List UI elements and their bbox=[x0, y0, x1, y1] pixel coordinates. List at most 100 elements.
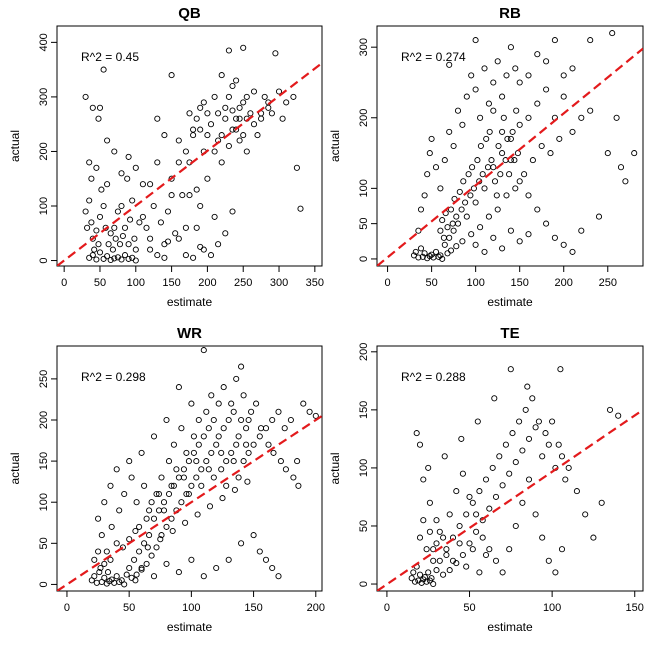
x-tick-label: 0 bbox=[384, 602, 390, 614]
data-point bbox=[231, 486, 238, 493]
data-point bbox=[582, 511, 589, 518]
data-point bbox=[198, 482, 205, 489]
data-point bbox=[101, 560, 108, 567]
data-point bbox=[228, 449, 235, 456]
data-point bbox=[211, 148, 218, 155]
data-point bbox=[489, 464, 496, 471]
data-point bbox=[148, 552, 155, 559]
data-point bbox=[499, 245, 506, 252]
data-point bbox=[220, 425, 227, 432]
x-tick-label: 100 bbox=[182, 602, 200, 614]
y-tick-label: 100 bbox=[38, 493, 50, 511]
data-point bbox=[163, 523, 170, 530]
data-point bbox=[128, 474, 135, 481]
data-point bbox=[105, 241, 112, 248]
y-axis-label: actual bbox=[328, 452, 342, 484]
data-point bbox=[154, 115, 161, 122]
data-point bbox=[213, 441, 220, 448]
data-point bbox=[250, 88, 258, 95]
data-point bbox=[104, 181, 111, 188]
data-point bbox=[507, 366, 514, 373]
data-point bbox=[420, 476, 427, 483]
data-point bbox=[233, 441, 240, 448]
data-point bbox=[129, 254, 136, 261]
data-point bbox=[456, 522, 463, 530]
y-tick-label: 200 bbox=[38, 142, 50, 160]
data-point bbox=[558, 546, 566, 553]
x-tick-label: 50 bbox=[463, 602, 475, 614]
data-point bbox=[243, 93, 250, 100]
data-point bbox=[215, 241, 222, 248]
x-tick-label: 0 bbox=[64, 602, 70, 614]
data-point bbox=[194, 511, 201, 518]
data-point bbox=[238, 416, 245, 424]
plot-frame bbox=[56, 345, 323, 592]
r-squared-annotation: R^2 = 0.298 bbox=[81, 370, 146, 384]
data-point bbox=[138, 564, 145, 572]
data-point bbox=[569, 248, 576, 255]
data-point bbox=[139, 213, 146, 220]
data-point bbox=[228, 400, 235, 407]
data-point bbox=[535, 418, 542, 425]
data-point bbox=[95, 548, 102, 555]
data-point bbox=[215, 110, 222, 117]
data-point bbox=[163, 560, 170, 567]
data-point bbox=[545, 557, 552, 564]
data-point bbox=[168, 72, 175, 79]
data-point bbox=[168, 192, 175, 199]
data-point bbox=[539, 534, 546, 541]
data-point bbox=[86, 254, 93, 261]
data-point bbox=[193, 458, 200, 465]
data-point bbox=[243, 425, 250, 432]
data-point bbox=[300, 400, 307, 407]
data-point bbox=[538, 142, 545, 150]
data-point bbox=[205, 425, 212, 432]
data-point bbox=[182, 519, 189, 526]
data-point bbox=[129, 197, 136, 204]
data-point bbox=[193, 474, 200, 481]
plot-frame bbox=[376, 25, 644, 267]
data-point bbox=[132, 527, 139, 535]
data-point bbox=[229, 208, 236, 215]
y-tick-label: 200 bbox=[358, 109, 370, 127]
data-point bbox=[197, 104, 204, 111]
data-point bbox=[631, 150, 638, 157]
data-point bbox=[294, 458, 301, 465]
data-point bbox=[481, 65, 488, 72]
data-point bbox=[474, 418, 481, 425]
panel-qb: 0 50 100 150 200 250 300 350 0 100 200 300 400 QB esti… bbox=[8, 5, 324, 309]
x-tick-label: 50 bbox=[123, 602, 135, 614]
data-point bbox=[86, 197, 93, 204]
x-axis-label: estimate bbox=[487, 295, 533, 309]
data-point bbox=[565, 464, 572, 471]
data-point bbox=[91, 556, 98, 563]
data-point bbox=[547, 150, 554, 157]
data-point bbox=[551, 234, 558, 241]
data-point bbox=[494, 58, 501, 65]
data-point bbox=[262, 556, 270, 563]
data-point bbox=[297, 205, 304, 212]
data-point bbox=[507, 227, 514, 234]
data-point bbox=[430, 546, 437, 553]
data-point bbox=[512, 522, 519, 530]
data-point bbox=[190, 254, 197, 261]
data-point bbox=[482, 476, 490, 483]
data-point bbox=[468, 231, 475, 238]
data-point bbox=[450, 227, 457, 234]
data-point bbox=[257, 425, 265, 432]
x-tick-label: 0 bbox=[61, 277, 67, 289]
data-point bbox=[270, 449, 277, 456]
panel-title: WR bbox=[177, 325, 202, 342]
data-point bbox=[529, 395, 536, 402]
data-point bbox=[516, 121, 523, 128]
y-tick-label: 50 bbox=[38, 537, 50, 549]
data-point bbox=[269, 564, 276, 572]
data-point bbox=[281, 425, 288, 432]
x-tick-label: 350 bbox=[306, 277, 324, 289]
data-point bbox=[560, 93, 567, 100]
x-tick-label: 100 bbox=[127, 277, 145, 289]
data-point bbox=[479, 534, 486, 541]
data-point bbox=[617, 164, 625, 171]
data-point bbox=[82, 93, 89, 100]
data-point bbox=[240, 458, 247, 465]
